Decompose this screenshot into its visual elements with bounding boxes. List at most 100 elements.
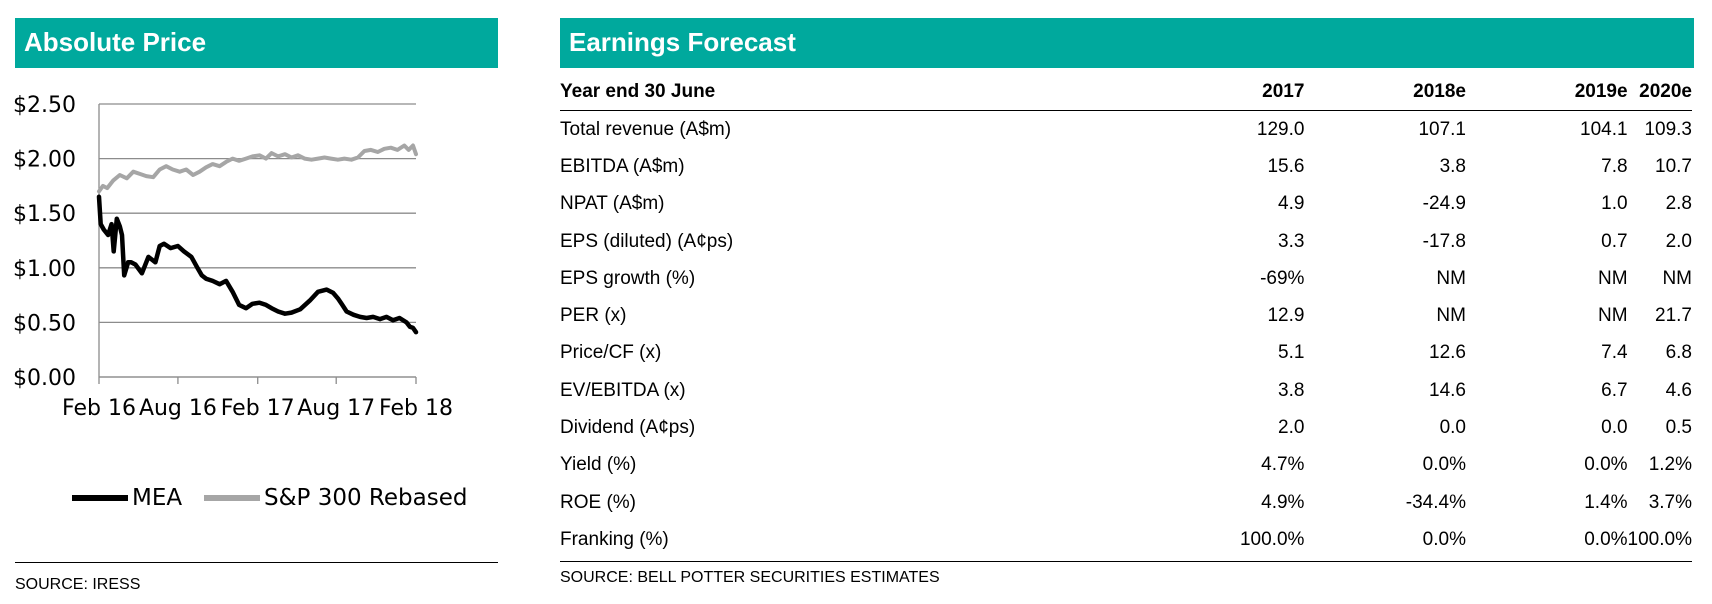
table-cell: 0.0% (1422, 454, 1466, 476)
table-cell: 12.6 (1429, 342, 1466, 364)
series-line-mea (96, 194, 419, 335)
table-cell: 2.8 (1665, 193, 1692, 215)
table-cell: 100.0% (1627, 528, 1692, 550)
table-cell: 0.0% (1422, 528, 1466, 550)
y-tick-label: $0.00 (13, 366, 76, 391)
table-cell: 100.0% (1239, 528, 1305, 550)
header-2019e: 2019e (1465, 74, 1628, 111)
table-header-row: Year end 30 June 2017 2018e 2019e 2020e (560, 74, 1692, 111)
table-cell: 12.9 (1267, 305, 1305, 327)
header-year-end: Year end 30 June (560, 74, 1143, 111)
table-cell: 109.3 (1644, 118, 1692, 140)
table-cell: -17.8 (1422, 230, 1466, 252)
x-tick-label: Aug 17 (297, 396, 375, 421)
table-cell: 1.4% (1584, 491, 1628, 513)
earnings-forecast-title: Earnings Forecast (560, 18, 1694, 68)
table-cell: -34.4% (1405, 491, 1466, 513)
legend-item-mea: MEA (72, 485, 182, 511)
table-cell: 1.0 (1601, 193, 1628, 215)
table-cell: 21.7 (1655, 305, 1692, 327)
table-cell: 0.0 (1439, 417, 1466, 439)
y-tick-label: $1.50 (13, 202, 76, 227)
x-tick-label: Aug 16 (139, 396, 217, 421)
table-cell: 7.8 (1601, 155, 1628, 177)
table-row: Total revenue (A$m) 129.0 107.1 104.1 109.3 (560, 111, 1692, 149)
table-cell: 129.0 (1256, 118, 1305, 140)
table-row: PER (x) 12.9 NM NM 21.7 (560, 297, 1692, 334)
table-cell: 10.7 (1655, 155, 1692, 177)
table-cell: 3.3 (1278, 230, 1305, 252)
x-tick-label: Feb 18 (379, 396, 453, 421)
table-cell: 104.1 (1580, 118, 1628, 140)
table-cell: 107.1 (1418, 118, 1466, 140)
table-cell: 3.8 (1278, 379, 1305, 401)
table-cell: 15.6 (1267, 155, 1305, 177)
table-cell: NM (1436, 305, 1466, 327)
absolute-price-title-text: Absolute Price (24, 27, 207, 57)
row-label: Dividend (A¢ps) (560, 417, 696, 439)
x-tick-label: Feb 16 (62, 396, 136, 421)
row-label: PER (x) (560, 305, 627, 327)
table-row: Dividend (A¢ps) 2.0 0.0 0.0 0.5 (560, 409, 1692, 446)
table-cell: 14.6 (1429, 379, 1466, 401)
table-row: Franking (%) 100.0% 0.0% 0.0% 100.0% (560, 521, 1692, 558)
table-cell: 0.0% (1584, 454, 1628, 476)
table-cell: 0.0% (1584, 528, 1628, 550)
y-tick-label: $1.00 (13, 257, 76, 282)
earnings-forecast-title-text: Earnings Forecast (569, 27, 796, 57)
table-row: EPS growth (%) -69% NM NM NM (560, 260, 1692, 297)
absolute-price-chart: $0.00$0.50$1.00$1.50$2.00$2.50 Feb 16 Aug… (13, 93, 453, 421)
left-footer-rule (15, 562, 498, 563)
table-row: EV/EBITDA (x) 3.8 14.6 6.7 4.6 (560, 372, 1692, 409)
table-row: NPAT (A$m) 4.9 -24.9 1.0 2.8 (560, 186, 1692, 223)
earnings-forecast-table: Year end 30 June 2017 2018e 2019e 2020e … (560, 74, 1692, 559)
row-label: NPAT (A$m) (560, 193, 665, 215)
header-2018e: 2018e (1304, 74, 1466, 111)
absolute-price-title: Absolute Price (15, 18, 498, 68)
right-footer-rule (560, 561, 1692, 562)
table-cell: -24.9 (1422, 193, 1466, 215)
table-cell: 6.8 (1665, 342, 1692, 364)
row-label: ROE (%) (560, 491, 636, 513)
table-cell: 4.9 (1278, 193, 1305, 215)
row-label: Yield (%) (560, 454, 637, 476)
table-cell: 0.0 (1601, 417, 1628, 439)
legend-label-sp300: S&P 300 Rebased (264, 485, 468, 511)
table-row: Yield (%) 4.7% 0.0% 0.0% 1.2% (560, 447, 1692, 484)
legend-swatch-sp300 (204, 495, 260, 501)
table-cell: 5.1 (1278, 342, 1305, 364)
series-line-sp300 (97, 143, 418, 194)
table-cell: NM (1436, 267, 1466, 289)
table-cell: 4.6 (1665, 379, 1692, 401)
row-label: Franking (%) (560, 528, 669, 550)
table-cell: 2.0 (1665, 230, 1692, 252)
row-label: Total revenue (A$m) (560, 118, 732, 140)
row-label: EPS growth (%) (560, 267, 696, 289)
y-tick-label: $2.50 (13, 93, 76, 118)
table-cell: NM (1597, 267, 1628, 289)
table-cell: 3.7% (1648, 491, 1692, 513)
header-2020e: 2020e (1627, 74, 1692, 111)
y-tick-label: $2.00 (13, 148, 76, 173)
y-tick-label: $0.50 (13, 311, 76, 336)
x-tick-label: Feb 17 (221, 396, 295, 421)
right-source-note: SOURCE: BELL POTTER SECURITIES ESTIMATES (560, 569, 940, 586)
table-cell: 0.5 (1665, 417, 1692, 439)
legend-label-mea: MEA (132, 485, 183, 511)
table-cell: 4.7% (1261, 454, 1305, 476)
table-cell: 2.0 (1278, 417, 1305, 439)
table-row: EBITDA (A$m) 15.6 3.8 7.8 10.7 (560, 148, 1692, 185)
left-source-note: SOURCE: IRESS (15, 576, 141, 593)
table-cell: 1.2% (1648, 454, 1692, 476)
legend-swatch-mea (72, 495, 128, 501)
row-label: Price/CF (x) (560, 342, 662, 364)
table-cell: NM (1662, 267, 1692, 289)
table-row: Price/CF (x) 5.1 12.6 7.4 6.8 (560, 335, 1692, 372)
table-cell: 4.9% (1261, 491, 1305, 513)
table-cell: NM (1597, 305, 1628, 327)
legend-item-sp300: S&P 300 Rebased (204, 485, 467, 511)
table-cell: 6.7 (1601, 379, 1628, 401)
table-cell: 3.8 (1439, 155, 1466, 177)
row-label: EPS (diluted) (A¢ps) (560, 230, 734, 252)
row-label: EBITDA (A$m) (560, 155, 685, 177)
